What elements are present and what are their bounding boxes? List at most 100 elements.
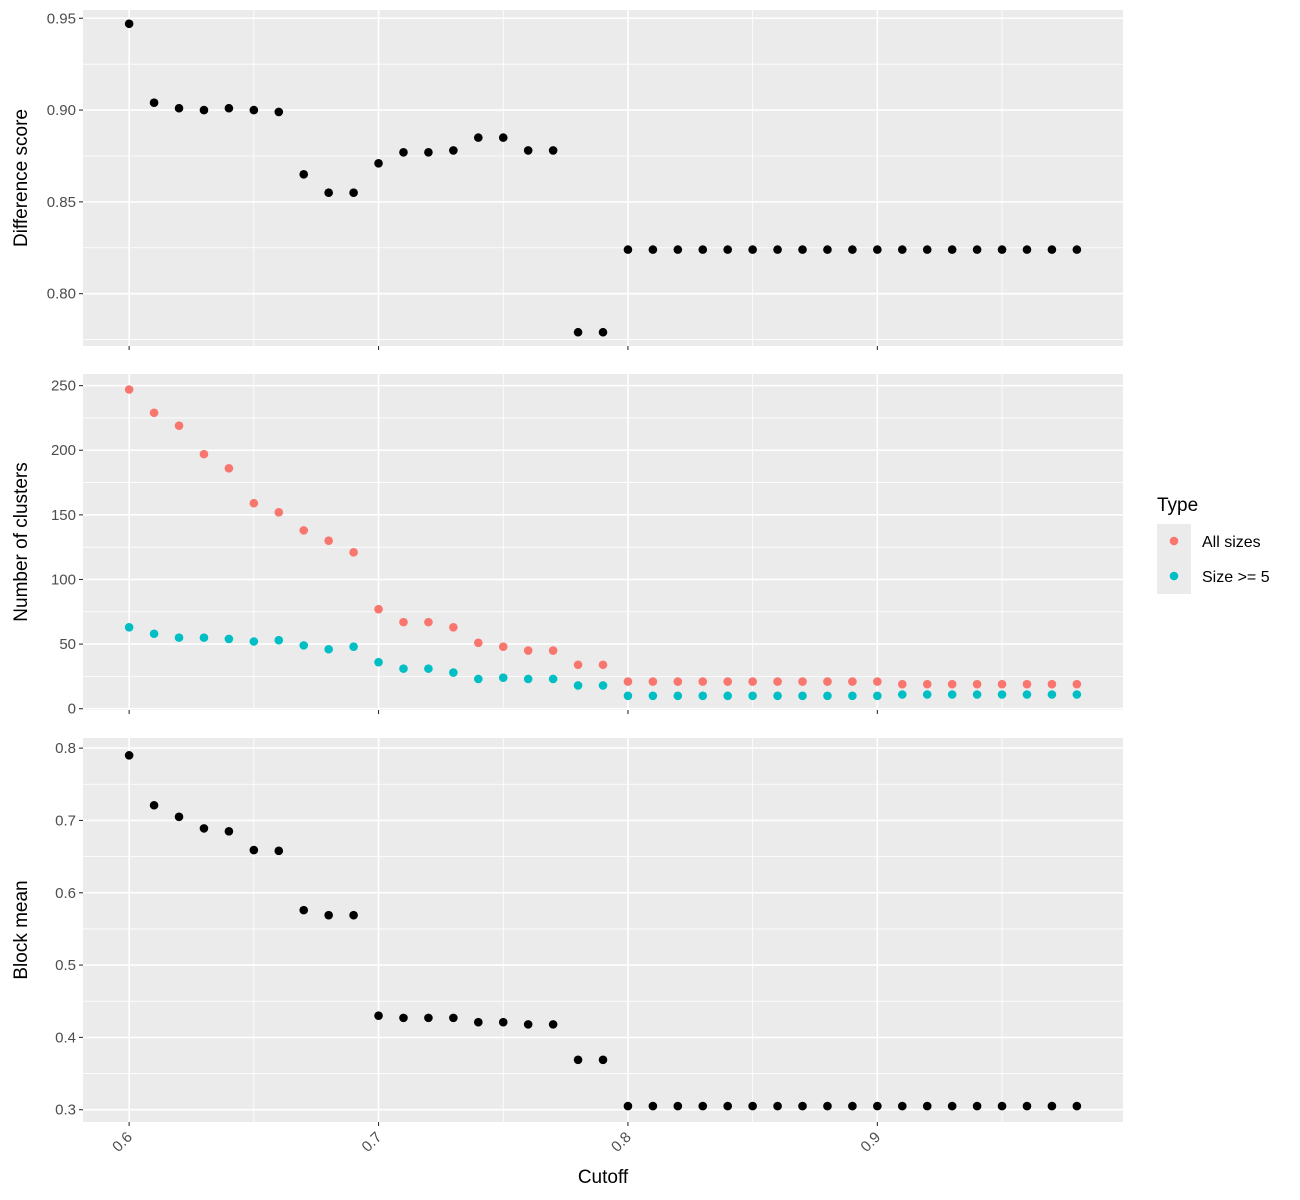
data-point bbox=[573, 660, 583, 670]
data-point bbox=[873, 677, 882, 686]
data-point bbox=[598, 327, 608, 337]
data-point bbox=[1047, 690, 1057, 699]
data-point bbox=[598, 681, 608, 690]
data-point bbox=[673, 245, 683, 254]
data-point bbox=[823, 1101, 832, 1111]
series-number-of-clusters-1 bbox=[124, 622, 1082, 701]
data-point bbox=[623, 245, 633, 254]
data-point bbox=[648, 677, 658, 686]
data-point bbox=[997, 245, 1007, 254]
data-point bbox=[897, 690, 907, 699]
data-point bbox=[798, 691, 807, 701]
data-point bbox=[523, 1020, 533, 1029]
data-point bbox=[523, 674, 533, 684]
data-point bbox=[299, 905, 309, 915]
data-point bbox=[424, 664, 433, 673]
data-point bbox=[748, 691, 757, 701]
data-point bbox=[922, 679, 932, 689]
data-point bbox=[449, 1013, 458, 1023]
legend-key-size-ge-5 bbox=[1169, 571, 1179, 581]
data-point bbox=[548, 646, 558, 655]
data-point bbox=[199, 449, 209, 459]
data-point bbox=[1047, 1101, 1057, 1111]
data-point bbox=[324, 910, 333, 920]
data-point bbox=[424, 617, 433, 627]
data-point bbox=[922, 690, 932, 699]
data-point bbox=[349, 188, 358, 197]
panel-difference-score: 0.80 0.85 0.90 0.95 Difference score bbox=[11, 10, 1123, 350]
data-point bbox=[623, 1101, 633, 1111]
data-point bbox=[498, 642, 508, 651]
panel-number-of-clusters: 0 50 100 150 200 250 Number of clusters bbox=[11, 374, 1123, 718]
data-point bbox=[723, 1101, 733, 1111]
data-point bbox=[648, 1101, 658, 1111]
y-axis-title-block-mean: Block mean bbox=[11, 880, 32, 979]
data-point bbox=[673, 1101, 683, 1111]
data-point bbox=[249, 105, 259, 115]
y-tick-label: 250 bbox=[51, 378, 76, 395]
y-tick-label: 200 bbox=[51, 442, 76, 459]
x-axis-title: Cutoff bbox=[578, 1167, 629, 1188]
series-difference-score-0 bbox=[124, 19, 1082, 337]
legend-label-all-sizes: All sizes bbox=[1202, 534, 1261, 551]
data-point bbox=[1072, 690, 1082, 699]
data-point bbox=[374, 159, 383, 168]
y-tick-label: 0.3 bbox=[55, 1102, 76, 1119]
y-tick-label: 0.7 bbox=[55, 812, 76, 829]
data-point bbox=[424, 147, 433, 157]
data-point bbox=[174, 103, 184, 113]
legend-key-background bbox=[1157, 524, 1191, 594]
data-point bbox=[723, 677, 733, 686]
data-point bbox=[972, 1101, 982, 1111]
data-point bbox=[299, 641, 309, 650]
data-point bbox=[548, 674, 558, 684]
x-tick-label: 0.9 bbox=[857, 1129, 884, 1156]
data-point bbox=[274, 846, 284, 856]
data-point bbox=[598, 660, 608, 670]
data-point bbox=[723, 245, 733, 254]
data-point bbox=[249, 498, 259, 508]
data-point bbox=[947, 245, 957, 254]
data-point bbox=[449, 622, 458, 632]
data-point bbox=[349, 548, 358, 557]
data-point bbox=[473, 638, 483, 648]
data-point bbox=[523, 646, 533, 655]
data-point bbox=[1072, 679, 1082, 689]
data-point bbox=[623, 691, 633, 701]
legend: Type All sizes Size >= 5 bbox=[1157, 495, 1270, 594]
data-point bbox=[399, 147, 408, 157]
data-point bbox=[174, 812, 184, 822]
x-tick-label: 0.8 bbox=[608, 1129, 635, 1156]
data-point bbox=[922, 1101, 932, 1111]
y-tick-label: 0.85 bbox=[47, 194, 76, 211]
data-point bbox=[224, 634, 234, 644]
data-point bbox=[947, 1101, 957, 1111]
y-tick-label: 100 bbox=[51, 571, 76, 588]
y-tick-label: 0 bbox=[68, 701, 76, 718]
data-point bbox=[748, 1101, 757, 1111]
data-point bbox=[897, 679, 907, 689]
data-point bbox=[698, 1101, 708, 1111]
data-point bbox=[449, 668, 458, 677]
data-point bbox=[274, 635, 284, 645]
y-tick-label: 0.80 bbox=[47, 286, 76, 303]
data-point bbox=[1072, 245, 1082, 254]
data-point bbox=[174, 421, 184, 430]
data-point bbox=[598, 1055, 608, 1065]
data-point bbox=[424, 1013, 433, 1023]
data-point bbox=[399, 664, 408, 673]
data-point bbox=[149, 800, 159, 810]
data-point bbox=[573, 1055, 583, 1065]
data-point bbox=[848, 691, 857, 701]
data-point bbox=[1047, 245, 1057, 254]
data-point bbox=[748, 245, 757, 254]
data-point bbox=[947, 679, 957, 689]
data-point bbox=[873, 1101, 882, 1111]
data-point bbox=[523, 146, 533, 155]
data-point bbox=[773, 1101, 782, 1111]
data-point bbox=[224, 103, 234, 113]
y-tick-label: 150 bbox=[51, 507, 76, 524]
data-point bbox=[324, 188, 333, 197]
data-point bbox=[473, 133, 483, 142]
data-point bbox=[498, 1017, 508, 1027]
